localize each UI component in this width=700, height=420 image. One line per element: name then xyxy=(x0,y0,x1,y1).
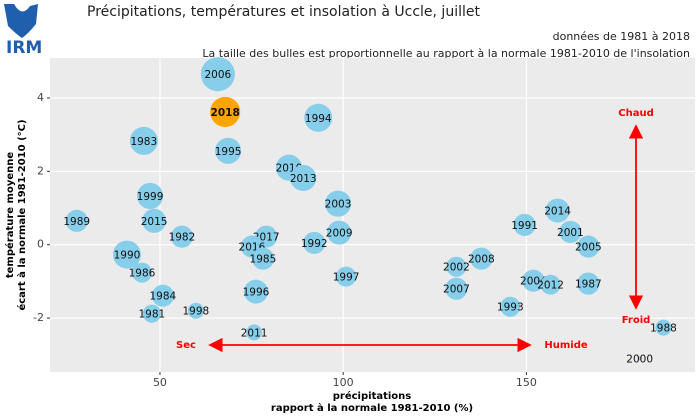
bubble xyxy=(445,277,468,300)
bubble xyxy=(112,240,141,269)
bubble-label: 1987 xyxy=(575,279,602,291)
bubble-label: 2009 xyxy=(326,228,353,240)
bubble-label: 2008 xyxy=(468,254,495,266)
logo-mark xyxy=(4,4,38,38)
bubble xyxy=(513,213,536,236)
bubble xyxy=(655,319,672,336)
bubble-label: 1999 xyxy=(137,191,164,203)
logo-text: IRM xyxy=(6,38,42,58)
bubble xyxy=(251,247,274,270)
bubble-label: 1989 xyxy=(63,216,90,228)
bubble-label: 1998 xyxy=(182,306,209,318)
bubble-label: 1994 xyxy=(305,113,332,125)
bubble-label: 2014 xyxy=(544,206,571,218)
chart-title: Précipitations, températures et insolati… xyxy=(87,4,480,20)
chart-subtitle: données de 1981 à 2018 xyxy=(553,30,690,43)
annotation: Humide xyxy=(544,340,587,351)
bubble xyxy=(446,256,467,277)
bubble xyxy=(200,57,235,92)
bubble-label: 2004 xyxy=(520,276,547,288)
bubble xyxy=(151,284,174,307)
bubble xyxy=(210,96,241,127)
bubble-label: 1991 xyxy=(511,220,538,232)
x-axis-title: précipitations xyxy=(333,390,412,402)
x-tick-label: 150 xyxy=(516,376,537,389)
bubble xyxy=(545,198,570,223)
bubble-label: 1995 xyxy=(215,146,242,158)
bubble-label: 2000 xyxy=(626,353,653,365)
bubble-label: 1981 xyxy=(139,309,166,321)
bubble xyxy=(243,279,268,304)
y-tick-label: 0 xyxy=(37,238,44,251)
bubble xyxy=(187,302,204,319)
bubble xyxy=(246,324,263,341)
bubble xyxy=(336,266,357,287)
bubble xyxy=(324,190,352,217)
bubble xyxy=(327,220,352,245)
bubble-label: 1983 xyxy=(130,136,157,148)
annotation: Sec xyxy=(176,340,196,351)
bubble-label: 1992 xyxy=(301,238,328,250)
bubble-label: 2001 xyxy=(557,227,584,239)
annotation: Chaud xyxy=(618,108,653,119)
bubble xyxy=(577,272,600,295)
bubble-label: 2012 xyxy=(537,280,564,292)
bubble-label: 1984 xyxy=(150,291,177,303)
y-axis-title: écart à la normale 1981-2010 (°C) xyxy=(16,119,28,310)
bubble xyxy=(142,304,161,323)
bubble-label: 2018 xyxy=(211,107,240,119)
y-axis-title: température moyenne xyxy=(4,152,16,279)
bubble xyxy=(522,269,545,292)
bubble xyxy=(290,164,317,192)
bubble xyxy=(577,235,600,258)
bubble-label: 1997 xyxy=(333,272,360,284)
annotation: Froid xyxy=(622,315,651,326)
bubble xyxy=(303,231,326,254)
bubble xyxy=(637,356,642,361)
bubble xyxy=(129,126,158,155)
bubble xyxy=(131,262,152,283)
y-tick-label: 2 xyxy=(37,164,44,177)
bubble-label: 2006 xyxy=(204,69,231,81)
bubble-label: 2003 xyxy=(325,199,352,211)
bubble xyxy=(540,274,561,295)
bubble-label: 1988 xyxy=(650,323,677,335)
bubble xyxy=(470,247,493,270)
bubble-label: 2015 xyxy=(141,216,168,228)
y-tick-label: -2 xyxy=(33,311,44,324)
x-tick-label: 50 xyxy=(153,376,167,389)
bubble-label: 2002 xyxy=(443,262,470,274)
bubble-label: 2007 xyxy=(443,284,470,296)
chart-caption: La taille des bulles est proportionnelle… xyxy=(202,47,690,60)
bubble xyxy=(500,296,521,317)
bubble-label: 2011 xyxy=(241,327,268,339)
bubble-label: 1986 xyxy=(129,268,156,280)
bubble-label: 1990 xyxy=(114,250,141,262)
bubble xyxy=(142,208,167,233)
x-tick-label: 100 xyxy=(333,376,354,389)
bubble xyxy=(65,209,88,232)
bubble xyxy=(559,220,582,243)
bubble xyxy=(170,225,193,248)
x-axis-title: rapport à la normale 1981-2010 (%) xyxy=(271,402,473,414)
bubble xyxy=(304,103,333,132)
bubble-label: 2013 xyxy=(290,173,317,185)
bubble-label: 1982 xyxy=(169,232,196,244)
bubble-label: 1993 xyxy=(497,302,524,314)
bubble xyxy=(136,182,164,209)
y-tick-label: 4 xyxy=(37,91,44,104)
bubble-label: 2005 xyxy=(575,242,602,254)
bubble xyxy=(215,137,242,164)
bubble-label: 1996 xyxy=(243,287,270,299)
bubble-label: 1985 xyxy=(250,254,277,266)
